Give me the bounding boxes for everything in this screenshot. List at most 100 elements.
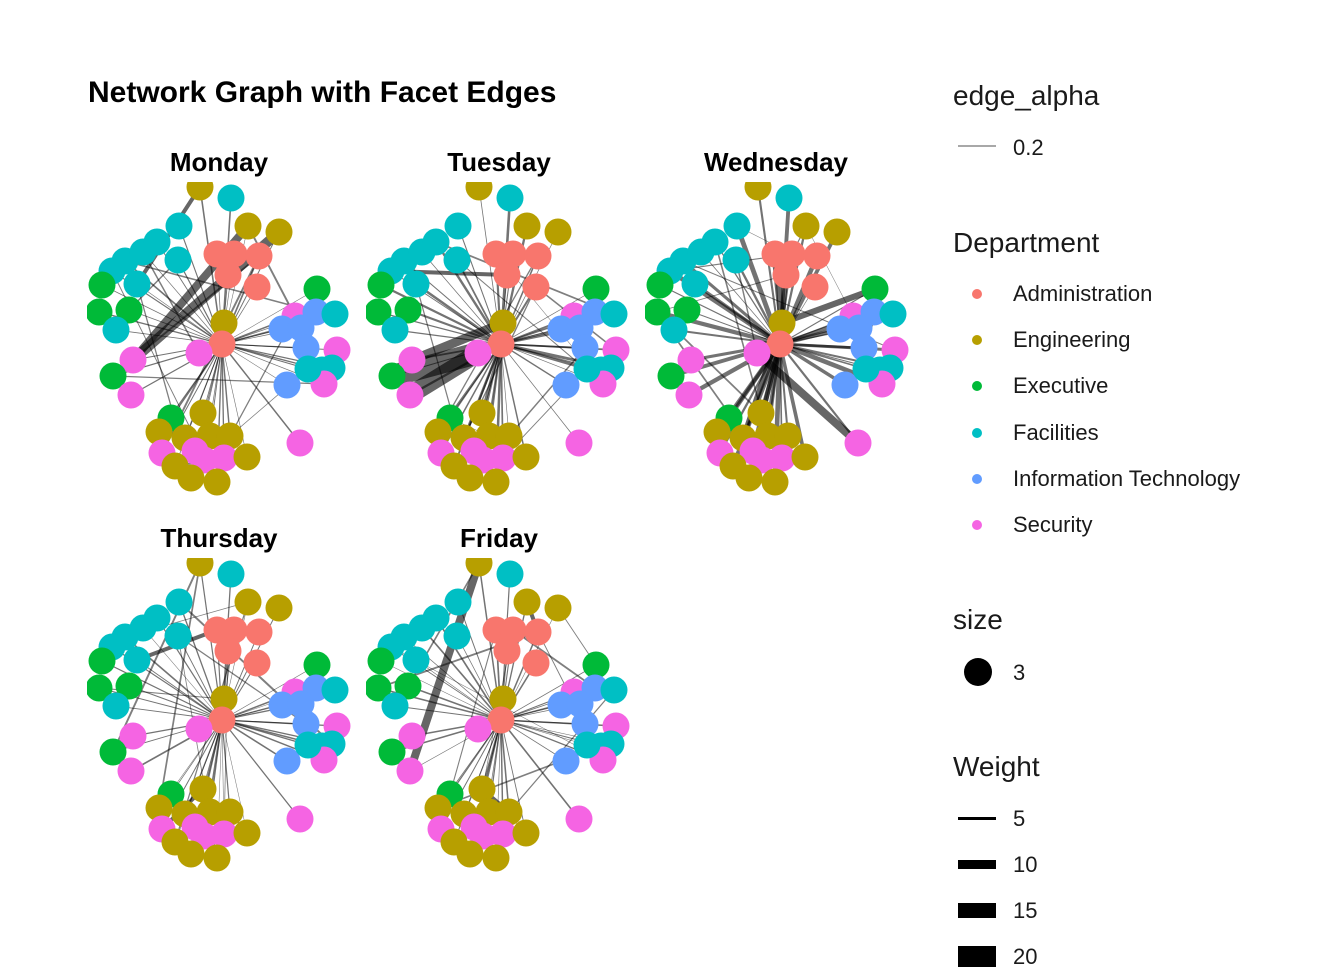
node <box>115 296 143 324</box>
edge <box>735 259 758 354</box>
node <box>544 594 572 622</box>
legend-key-information-technology <box>972 473 982 484</box>
facet-label-monday: Monday <box>169 147 269 177</box>
node <box>571 334 599 362</box>
edge <box>221 719 309 746</box>
node <box>102 316 130 344</box>
node <box>366 674 392 702</box>
node <box>657 362 685 390</box>
node <box>220 616 248 644</box>
node <box>422 604 450 632</box>
legend-key-administration <box>972 289 982 299</box>
legend-label-department: Executive <box>1013 373 1109 399</box>
node <box>216 798 244 826</box>
node <box>220 240 248 268</box>
edge <box>805 225 854 317</box>
node <box>723 212 751 240</box>
edge <box>694 282 781 346</box>
node <box>487 706 515 734</box>
node <box>321 300 349 328</box>
node <box>791 443 819 471</box>
node <box>88 647 116 675</box>
node <box>496 184 524 212</box>
facet-panel-tuesday <box>366 182 630 496</box>
node <box>117 381 145 409</box>
node <box>552 747 580 775</box>
node <box>115 672 143 700</box>
node <box>600 676 628 704</box>
node <box>673 296 701 324</box>
edge <box>500 343 510 437</box>
edge <box>101 284 223 345</box>
node <box>123 646 151 674</box>
node <box>203 468 231 496</box>
node <box>512 443 540 471</box>
node <box>265 594 293 622</box>
node <box>803 242 831 270</box>
node <box>88 271 116 299</box>
node <box>381 316 409 344</box>
node <box>743 339 771 367</box>
node <box>143 228 171 256</box>
node <box>186 558 214 577</box>
legend-label-edge-alpha: 0.2 <box>1013 135 1044 160</box>
node <box>268 691 296 719</box>
legend-key-edge-alpha <box>958 145 996 147</box>
edge <box>753 349 862 447</box>
edge <box>421 627 502 721</box>
edge <box>221 719 231 813</box>
node <box>496 560 524 588</box>
node <box>582 651 610 679</box>
edge <box>449 629 497 795</box>
node <box>522 649 550 677</box>
node <box>565 429 593 457</box>
facet-panel-thursday <box>87 558 351 872</box>
edge <box>779 288 876 345</box>
node <box>123 270 151 298</box>
edge <box>659 284 781 345</box>
edge <box>779 343 867 370</box>
node <box>233 819 261 847</box>
legend-title-weight: Weight <box>953 751 1040 782</box>
node <box>464 715 492 743</box>
node <box>214 637 242 665</box>
node <box>646 271 674 299</box>
node <box>465 558 493 577</box>
node <box>768 444 796 472</box>
node <box>744 182 772 201</box>
node <box>286 805 314 833</box>
node <box>273 371 301 399</box>
node <box>768 309 796 337</box>
node <box>489 309 517 337</box>
node <box>493 637 521 665</box>
edge <box>221 343 231 437</box>
facet-panel-friday <box>366 558 630 872</box>
node <box>443 622 471 650</box>
node <box>286 429 314 457</box>
node <box>495 798 523 826</box>
facet-label-thursday: Thursday <box>160 523 278 553</box>
node <box>499 616 527 644</box>
node <box>465 182 493 201</box>
node <box>177 840 205 868</box>
edge <box>779 286 878 326</box>
node <box>681 270 709 298</box>
node <box>378 362 406 390</box>
node <box>499 240 527 268</box>
node <box>234 588 262 616</box>
node <box>774 422 802 450</box>
legend-title-size: size <box>953 604 1003 635</box>
node <box>493 261 521 289</box>
legend-key-facilities <box>972 427 982 438</box>
legend-title-department: Department <box>953 227 1100 258</box>
legend-key-engineering <box>972 335 982 346</box>
node <box>203 844 231 872</box>
edge <box>686 309 781 345</box>
edge <box>500 343 580 444</box>
node <box>210 820 238 848</box>
node <box>565 805 593 833</box>
edge <box>221 343 301 444</box>
node <box>378 738 406 766</box>
node <box>189 399 217 427</box>
facet-label-tuesday: Tuesday <box>447 147 551 177</box>
